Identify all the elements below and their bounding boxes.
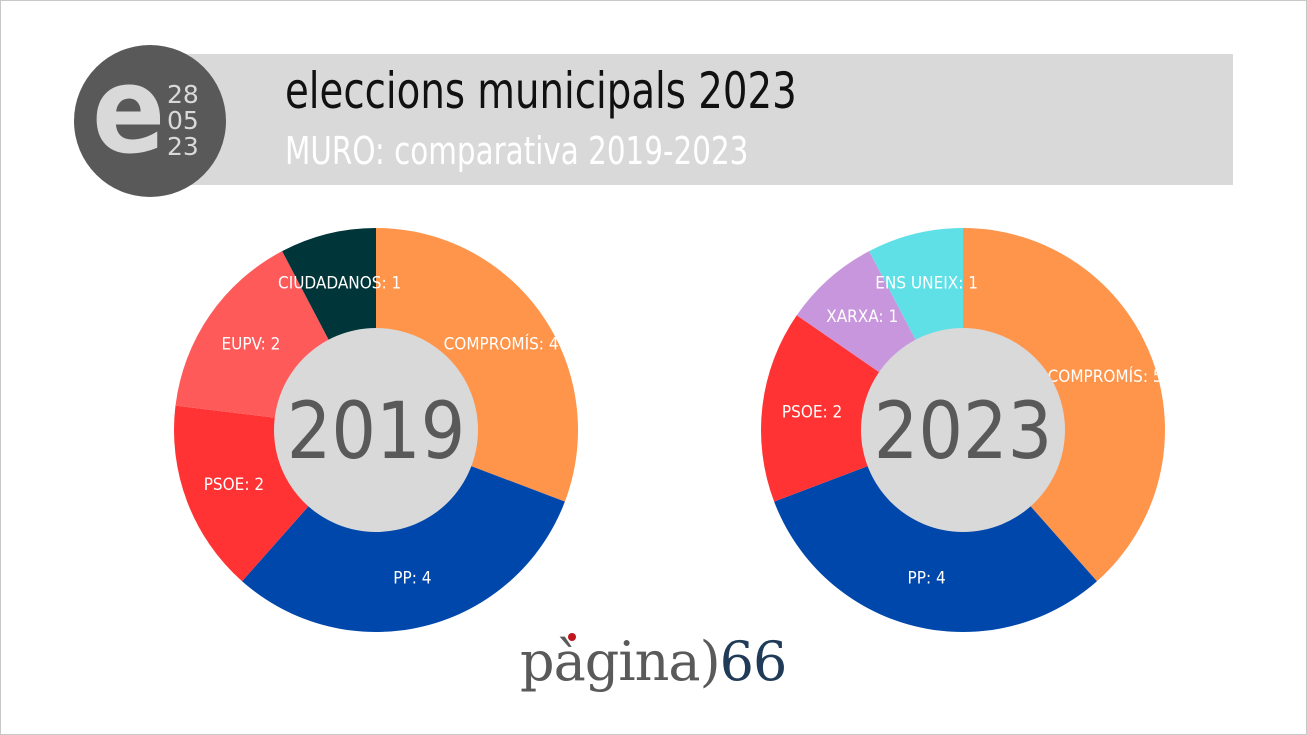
logo-letter: e	[92, 42, 166, 181]
brand-word: pàgina	[520, 630, 701, 693]
chart-2023-slice-0	[963, 228, 1165, 582]
election-logo	[74, 45, 226, 197]
chart-2019-center	[274, 328, 478, 532]
chart-2023-label-0: COMPROMÍS: 5	[1048, 365, 1163, 387]
logo-date-month: 05	[167, 106, 199, 135]
brand-number: 66	[719, 630, 788, 693]
chart-2019-label-0: COMPROMÍS: 4	[444, 333, 559, 355]
brand-accent-dot	[568, 633, 576, 641]
brand-logo: pàgina)66	[520, 630, 788, 693]
chart-2019-title: 2019	[287, 387, 466, 477]
chart-2019-label-3: EUPV: 2	[221, 335, 280, 355]
chart-2023-slice-2	[761, 315, 963, 502]
chart-2023-center	[861, 328, 1065, 532]
chart-2019-label-4: CIUDADANOS: 1	[278, 273, 401, 293]
logo-date-day: 28	[167, 80, 199, 109]
chart-2019-label-1: PP: 4	[393, 569, 431, 589]
chart-2019-slice-1	[242, 430, 565, 632]
chart-2023-title: 2023	[874, 387, 1053, 477]
chart-2023-label-4: ENS UNEIX: 1	[875, 273, 978, 293]
page-subtitle: MURO: comparativa 2019-2023	[285, 129, 749, 173]
chart-2023-label-2: PSOE: 2	[782, 403, 842, 423]
header-banner	[150, 54, 1233, 185]
chart-2019-label-2: PSOE: 2	[204, 475, 264, 495]
chart-2023-label-1: PP: 4	[908, 569, 946, 589]
chart-2023-label-3: XARXA: 1	[826, 307, 898, 327]
logo-date: 28 05 23	[167, 82, 207, 160]
page-title: eleccions municipals 2023	[285, 62, 797, 120]
logo-date-year: 23	[167, 132, 199, 161]
chart-2023-slice-1	[774, 430, 1097, 632]
brand-paren: )	[699, 630, 721, 693]
